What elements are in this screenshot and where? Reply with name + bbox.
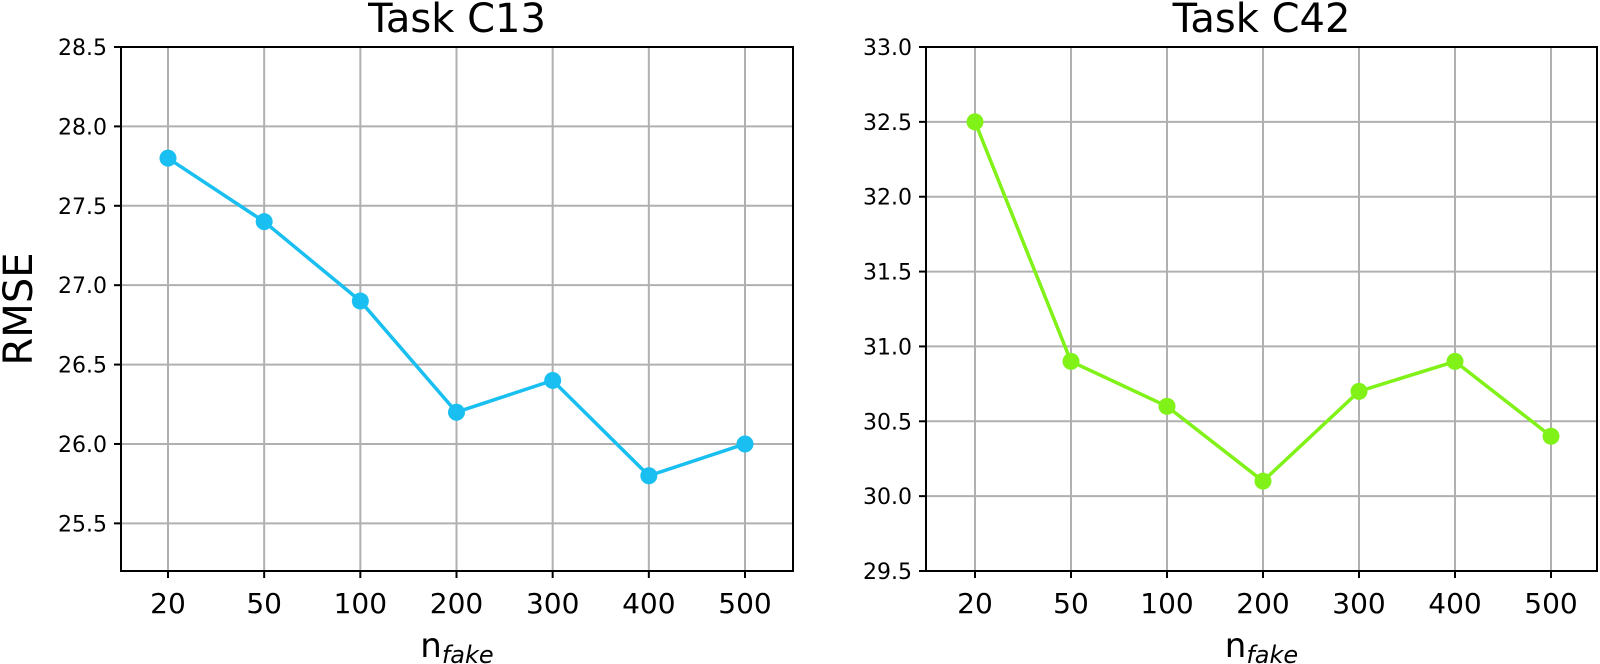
x-axis-label: nfake bbox=[420, 626, 493, 664]
data-point bbox=[1350, 382, 1368, 400]
y-tick-label: 25.5 bbox=[58, 512, 107, 537]
data-point bbox=[448, 403, 465, 421]
y-tick-label: 33.0 bbox=[863, 36, 912, 61]
x-tick-label: 20 bbox=[957, 587, 993, 620]
data-point bbox=[1254, 472, 1272, 490]
y-tick-label: 30.0 bbox=[863, 485, 912, 510]
y-tick-label: 32.5 bbox=[863, 111, 912, 136]
chart-title: Task C42 bbox=[1172, 0, 1351, 42]
x-tick-label: 400 bbox=[622, 587, 675, 620]
data-point bbox=[1158, 397, 1176, 415]
x-tick-label: 50 bbox=[1053, 587, 1089, 620]
x-tick-label: 50 bbox=[246, 587, 282, 620]
data-point bbox=[1062, 352, 1080, 370]
data-point bbox=[159, 149, 177, 167]
y-tick-label: 28.5 bbox=[58, 36, 107, 61]
y-tick-label: 29.5 bbox=[863, 560, 912, 585]
y-axis-label: RMSE bbox=[0, 253, 42, 366]
x-tick-label: 200 bbox=[430, 587, 483, 620]
y-tick-label: 30.5 bbox=[863, 410, 912, 435]
x-axis-label: nfake bbox=[1225, 626, 1298, 664]
y-tick-label: 28.0 bbox=[58, 115, 107, 140]
y-tick-label: 31.5 bbox=[863, 261, 912, 286]
x-tick-label: 300 bbox=[526, 587, 579, 620]
y-tick-label: 31.0 bbox=[863, 335, 912, 360]
x-tick-label: 400 bbox=[1428, 587, 1481, 620]
x-tick-label: 200 bbox=[1236, 587, 1289, 620]
y-tick-label: 26.5 bbox=[58, 354, 107, 379]
data-point bbox=[1542, 427, 1560, 445]
x-tick-label: 100 bbox=[334, 587, 387, 620]
data-point bbox=[736, 435, 754, 453]
plot-frame bbox=[925, 46, 1598, 572]
data-point bbox=[351, 292, 369, 310]
x-tick-label: 20 bbox=[150, 587, 186, 620]
data-point bbox=[640, 467, 658, 485]
panel-2: 29.5 30.0 30.5 31.0 31.5 32.0 32.5 33.0 20 50 100 2… bbox=[863, 0, 1598, 664]
data-point bbox=[255, 213, 273, 231]
x-tick-label: 300 bbox=[1332, 587, 1385, 620]
data-point bbox=[966, 113, 984, 131]
y-tick-label: 26.0 bbox=[58, 433, 107, 458]
y-tick-label: 27.5 bbox=[58, 195, 107, 220]
y-tick-label: 27.0 bbox=[58, 274, 107, 299]
panel-1: 25.5 26.0 26.5 27.0 27.5 28.0 28.5 20 50 100 200 30… bbox=[0, 0, 794, 664]
data-point bbox=[544, 371, 562, 389]
x-tick-label: 100 bbox=[1140, 587, 1193, 620]
y-tick-label: 32.0 bbox=[863, 186, 912, 211]
x-tick-label: 500 bbox=[718, 587, 771, 620]
chart-title: Task C13 bbox=[367, 0, 546, 42]
x-tick-label: 500 bbox=[1524, 587, 1577, 620]
data-point bbox=[1446, 352, 1464, 370]
